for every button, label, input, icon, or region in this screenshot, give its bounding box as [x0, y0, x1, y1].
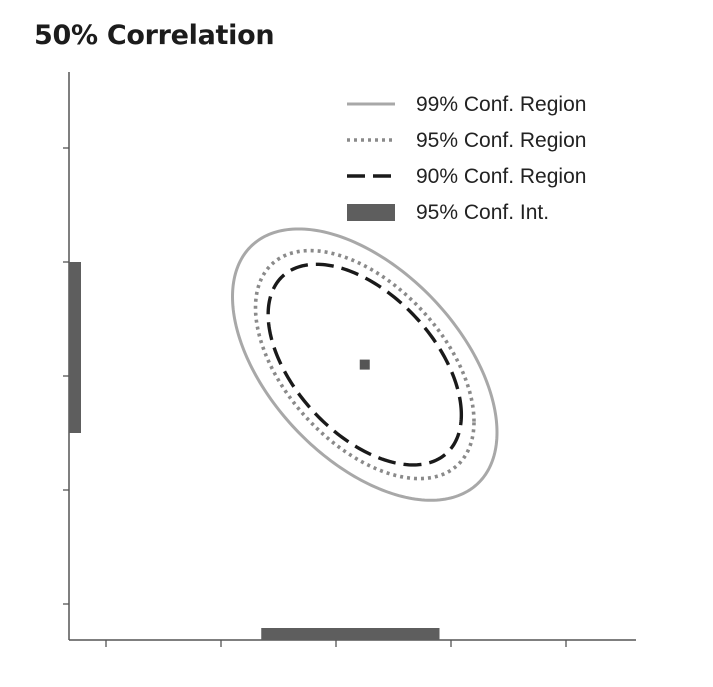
point-estimate-marker — [359, 359, 370, 370]
point-estimates — [359, 359, 370, 370]
region-dashed-ellipse — [266, 262, 464, 467]
legend-label: 90% Conf. Region — [416, 165, 586, 188]
chart-legend: 99% Conf. Region 95% Conf. Region 90% Conf… — [347, 93, 586, 224]
chart-title: 50% Correlation — [34, 20, 275, 51]
legend-swatch-bar — [347, 204, 395, 221]
chart-axes — [63, 72, 636, 647]
legend-label: 99% Conf. Region — [416, 93, 586, 116]
y-interval-bar — [69, 262, 81, 433]
legend-label: 95% Conf. Region — [416, 129, 586, 152]
region-solid-ellipse — [230, 227, 499, 502]
x-interval-bar — [261, 628, 440, 640]
legend-label: 95% Conf. Int. — [416, 201, 549, 224]
confidence-regions — [230, 227, 499, 502]
region-dotted-ellipse — [253, 248, 476, 481]
confidence-intervals — [69, 262, 440, 640]
